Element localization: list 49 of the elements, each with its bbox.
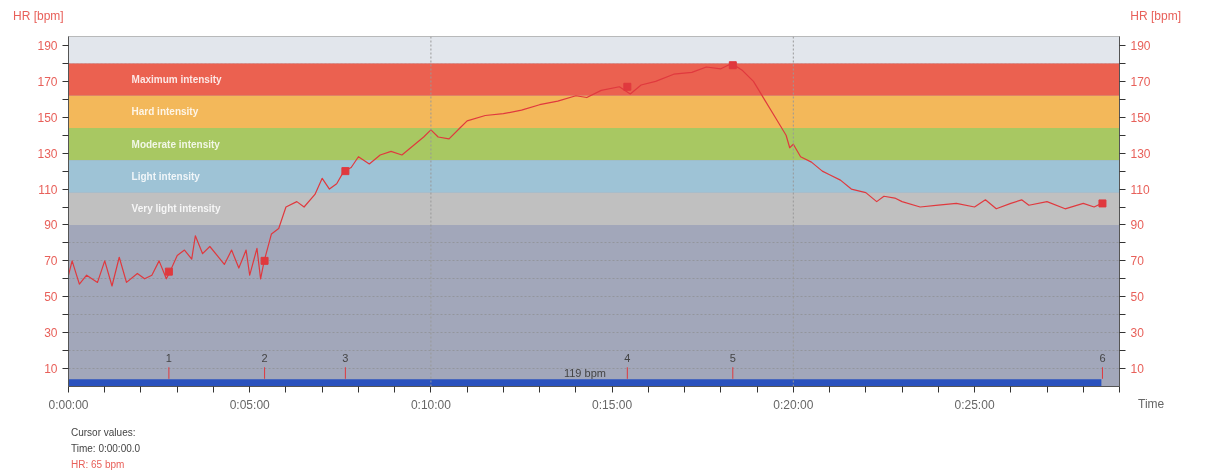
x-axis-title: Time — [1138, 397, 1165, 411]
y-tick-label: 130 — [37, 146, 58, 161]
x-tick-label: 0:20:00 — [773, 397, 814, 412]
annotation: 1 — [165, 352, 172, 364]
y2-tick-label: 110 — [1130, 182, 1150, 197]
y-tick-label: 150 — [37, 110, 58, 125]
x-tick-label: 0:10:00 — [410, 397, 452, 412]
y2-tick-label: 130 — [1130, 146, 1151, 161]
y2-tick-label: 70 — [1130, 254, 1145, 269]
text: Time: 0:00:00.0 — [71, 443, 141, 454]
y-tick-label: 50 — [44, 290, 58, 305]
band-label: Maximum intensity — [131, 74, 223, 86]
band-label: Moderate intensity — [131, 138, 221, 150]
y2-tick-label: 90 — [1130, 218, 1145, 233]
x-tick-label: 0:25:00 — [954, 397, 995, 412]
y2-tick-label: 150 — [1130, 110, 1151, 125]
y2-axis-title: HR [bpm] — [1130, 9, 1181, 23]
x-tick-label: 0:15:00 — [592, 397, 633, 412]
text: Cursor values: — [71, 427, 136, 438]
y2-tick-label: 190 — [1130, 38, 1151, 53]
y2-tick-label: 170 — [1130, 74, 1151, 89]
y-tick-label: 10 — [44, 362, 58, 377]
annotation: 119 bpm — [563, 367, 606, 380]
text: HR: 65 bpm — [71, 459, 125, 470]
point — [623, 82, 632, 91]
y2-tick-label: 50 — [1130, 290, 1145, 305]
annotation: 2 — [261, 352, 268, 364]
point — [341, 167, 350, 176]
annotation: 3 — [342, 352, 349, 364]
y-tick-label: 70 — [44, 254, 58, 269]
y-tick-label: 170 — [37, 74, 58, 89]
point — [260, 256, 269, 265]
x-tick-label: 0:00:00 — [48, 397, 89, 412]
y2-tick-label: 10 — [1130, 362, 1145, 377]
y-tick-label: 30 — [44, 326, 58, 341]
annotation: 5 — [729, 352, 736, 364]
y-tick-label: 110 — [38, 182, 58, 197]
point — [1098, 199, 1107, 208]
y-tick-label: 190 — [37, 38, 58, 53]
y-tick-label: 90 — [44, 218, 58, 233]
band-label: Hard intensity — [131, 106, 199, 118]
y2-tick-label: 30 — [1130, 326, 1145, 341]
y-axis-title: HR [bpm] — [13, 9, 64, 23]
point — [164, 267, 173, 276]
x-tick-label: 0:05:00 — [229, 397, 271, 412]
annotation: 6 — [1099, 352, 1106, 364]
annotation: 4 — [624, 352, 631, 364]
point — [728, 61, 737, 70]
band-label: Light intensity — [131, 171, 201, 182]
